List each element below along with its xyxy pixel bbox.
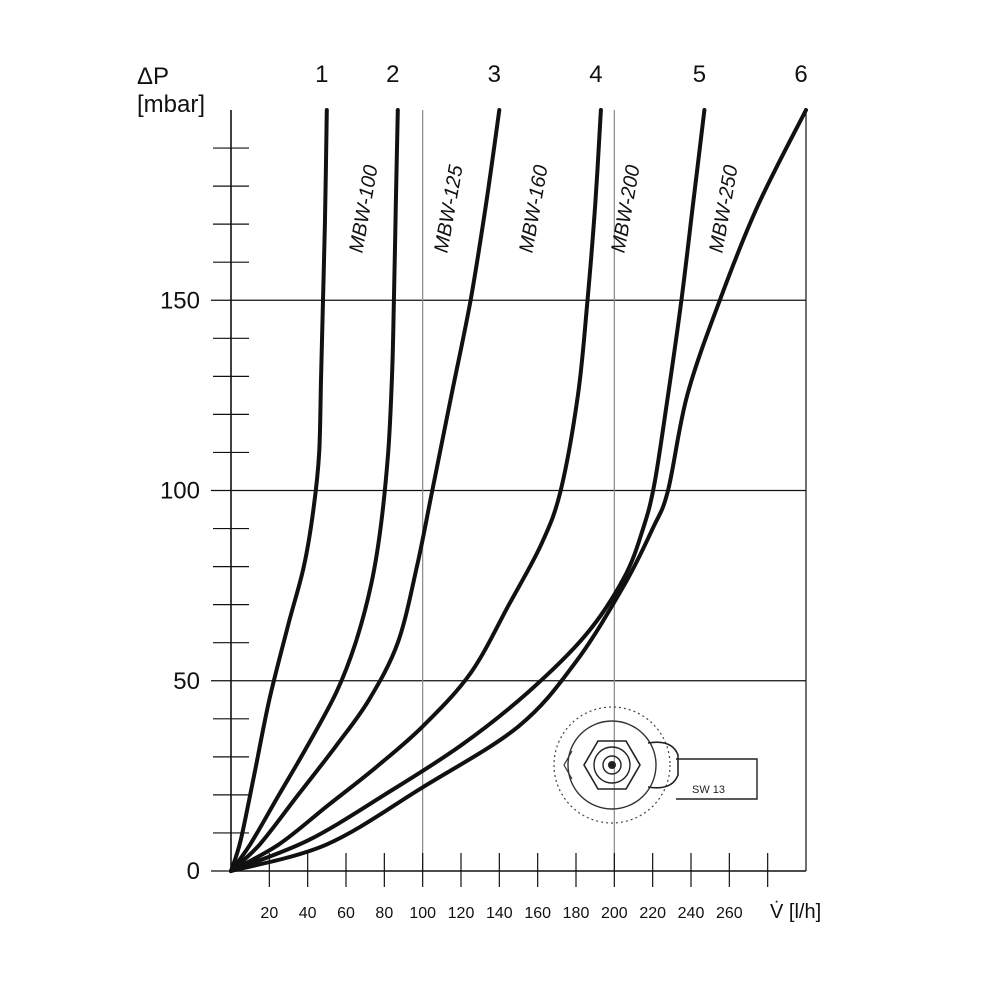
x-tick-label: 100 [409,905,436,922]
y-axis-symbol: ΔP [137,63,169,90]
curve-name-2: MBW-125 [431,163,468,255]
curve-1 [229,108,329,873]
curve-4 [229,108,603,873]
x-tick-label: 40 [299,905,317,922]
x-ticks: 20 40 60 80 100 120 140 160 180 200 220 240 260 [260,853,769,922]
x-tick-label: 80 [375,905,393,922]
x-tick-label: 180 [563,905,590,922]
wrench-size-label: SW 13 [692,784,725,796]
x-tick-label: 220 [639,905,666,922]
curve-number-2: 2 [386,61,399,88]
curve-labels: MBW-100 MBW-125 MBW-160 MBW-200 MBW-250 [346,163,743,255]
x-tick-label: 160 [524,905,551,922]
x-tick-label: 240 [678,905,705,922]
curve-number-4: 4 [589,61,602,88]
curve-name-4: MBW-200 [608,163,645,254]
curve-6 [229,108,808,873]
y-tick-label: 50 [173,668,200,695]
x-tick-label: 120 [448,905,475,922]
x-tick-label: 60 [337,905,355,922]
curve-number-3: 3 [488,61,501,88]
valve-wrench-icon: SW 13 [553,706,758,824]
curve-number-5: 5 [693,61,706,88]
curve-name-5: MBW-250 [706,163,743,254]
curve-number-1: 1 [315,61,328,88]
grid [231,110,806,871]
y-ticks: 0 50 100 150 [160,147,249,885]
curve-2 [229,108,400,873]
curves [229,108,808,873]
x-axis-label: V̇ [l/h] [770,901,821,923]
y-tick-label: 100 [160,478,200,505]
y-axis-unit: [mbar] [137,91,205,118]
curve-5 [229,108,707,873]
y-tick-label: 150 [160,287,200,314]
x-tick-label: 200 [601,905,628,922]
x-tick-label: 140 [486,905,513,922]
x-tick-label: 20 [260,905,278,922]
x-tick-label: 260 [716,905,743,922]
curve-number-6: 6 [794,61,807,88]
y-tick-label: 0 [187,858,200,885]
curve-name-3: MBW-160 [516,163,553,254]
curve-name-1: MBW-100 [346,163,383,254]
curve-numbers: 1 2 3 4 5 6 [315,61,808,88]
curve-3 [229,108,502,873]
